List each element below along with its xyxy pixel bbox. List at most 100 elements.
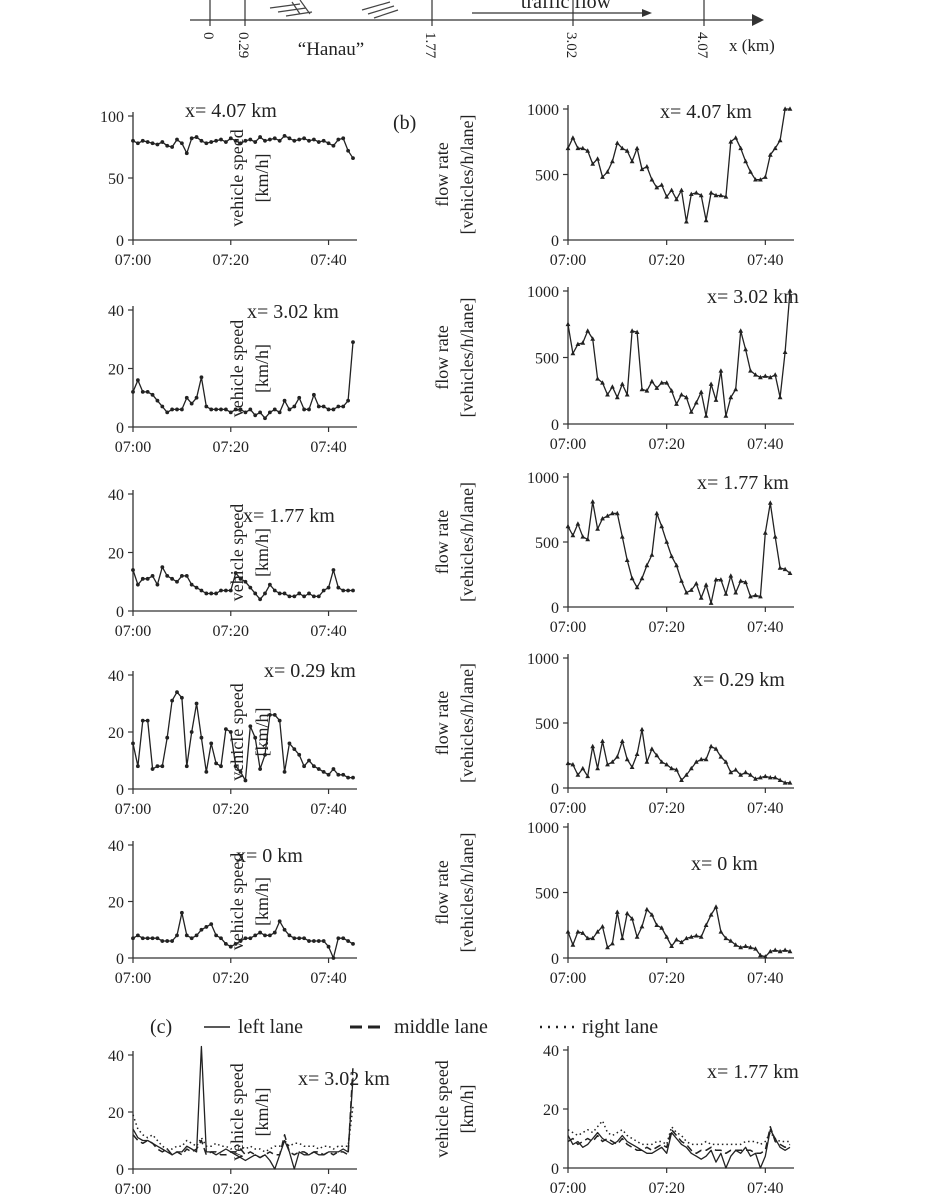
data-point [228, 730, 233, 734]
y-axis-label: [vehicles/h/lane] [457, 298, 477, 418]
charts: 0 50 100 07:00 07:20 07:40 x= 4.07 km vehicle s… [100, 100, 799, 1198]
data-point [787, 288, 793, 293]
data-point [669, 187, 674, 192]
data-point [233, 941, 238, 946]
series-line [132, 342, 354, 419]
series-line [132, 691, 353, 782]
data-point [748, 594, 753, 599]
data-point [302, 764, 307, 769]
data-point [199, 138, 204, 143]
data-point [733, 135, 739, 140]
data-point [179, 574, 184, 578]
data-point [253, 933, 258, 938]
data-point [209, 407, 214, 412]
data-point [619, 381, 625, 386]
data-point [223, 941, 228, 946]
data-point [782, 947, 788, 952]
data-point [733, 767, 739, 772]
data-point [624, 910, 630, 916]
data-point [238, 939, 243, 943]
data-point [135, 764, 140, 769]
position-label-177: 1.77 [422, 32, 438, 59]
data-point [644, 759, 650, 764]
data-point [634, 329, 640, 334]
data-point [738, 578, 744, 583]
data-point [248, 585, 253, 590]
series-line [567, 906, 791, 958]
data-point [263, 591, 267, 596]
data-point [698, 389, 704, 394]
data-point [585, 536, 591, 542]
data-point [248, 137, 253, 142]
data-point [669, 943, 674, 948]
data-point [748, 169, 753, 174]
data-point [570, 762, 576, 767]
data-point [614, 140, 620, 145]
data-point [575, 145, 581, 151]
data-point [287, 933, 292, 938]
x-tick-label: 07:40 [310, 970, 346, 987]
y-tick-label: 40 [108, 668, 124, 685]
data-point [238, 576, 243, 581]
data-point [209, 741, 214, 746]
data-point [248, 724, 253, 729]
data-point [674, 767, 679, 772]
panel-label-c: (c) [150, 1016, 172, 1038]
data-point [629, 158, 635, 164]
data-point [644, 906, 650, 912]
header-axis-arrowhead [752, 14, 764, 26]
data-point [199, 735, 204, 740]
x-tick-label: 07:00 [550, 800, 586, 817]
data-point [674, 401, 679, 406]
y-tick-label: 1000 [527, 470, 559, 487]
data-point [708, 381, 714, 386]
data-point [316, 594, 321, 599]
chart-s029: 0 20 40 07:00 07:20 07:40 x= 0.29 km vehicle sp… [108, 660, 357, 818]
data-point [204, 404, 209, 409]
chart-f029: 0 500 1000 07:00 07:20 07:40 x= 0.29 km flow ra… [432, 651, 794, 817]
y-axis-label: [vehicles/h/lane] [457, 115, 477, 235]
data-point [570, 350, 576, 356]
x-tick-label: 07:00 [115, 252, 151, 269]
data-point [131, 936, 135, 941]
data-point [723, 194, 729, 199]
x-tick-label: 07:40 [310, 439, 346, 456]
y-axis-label: vehicle speed [432, 1060, 452, 1157]
data-point [321, 939, 326, 943]
y-tick-label: 0 [551, 233, 559, 250]
data-point [331, 767, 336, 771]
data-point [233, 138, 238, 143]
data-point [753, 177, 758, 182]
data-point [209, 591, 214, 596]
x-tick-label: 07:00 [115, 1181, 151, 1198]
y-tick-label: 40 [108, 487, 124, 504]
series-line [567, 108, 790, 223]
data-point [263, 933, 267, 938]
data-point [767, 500, 773, 505]
data-point [282, 591, 287, 596]
data-point [311, 939, 316, 943]
data-point [693, 933, 699, 938]
data-point [728, 139, 734, 144]
y-tick-label: 0 [116, 782, 124, 799]
series-line [132, 566, 353, 600]
data-point [351, 340, 355, 345]
data-point [693, 581, 699, 586]
data-point [669, 388, 674, 393]
y-axis-label: [km/h] [252, 877, 272, 926]
data-point [767, 948, 773, 954]
data-point [150, 392, 155, 397]
data-point [131, 138, 135, 143]
data-point [575, 341, 581, 346]
data-point [307, 138, 311, 143]
data-point [580, 534, 586, 539]
data-point [728, 573, 734, 578]
data-point [738, 328, 744, 333]
y-axis-label: flow rate [432, 142, 452, 206]
data-point [743, 158, 748, 164]
legend-left-lane-label: left lane [238, 1016, 303, 1038]
data-point [634, 751, 640, 756]
chart-title: x= 0 km [236, 845, 303, 867]
chart-title: x= 0 km [691, 853, 758, 875]
